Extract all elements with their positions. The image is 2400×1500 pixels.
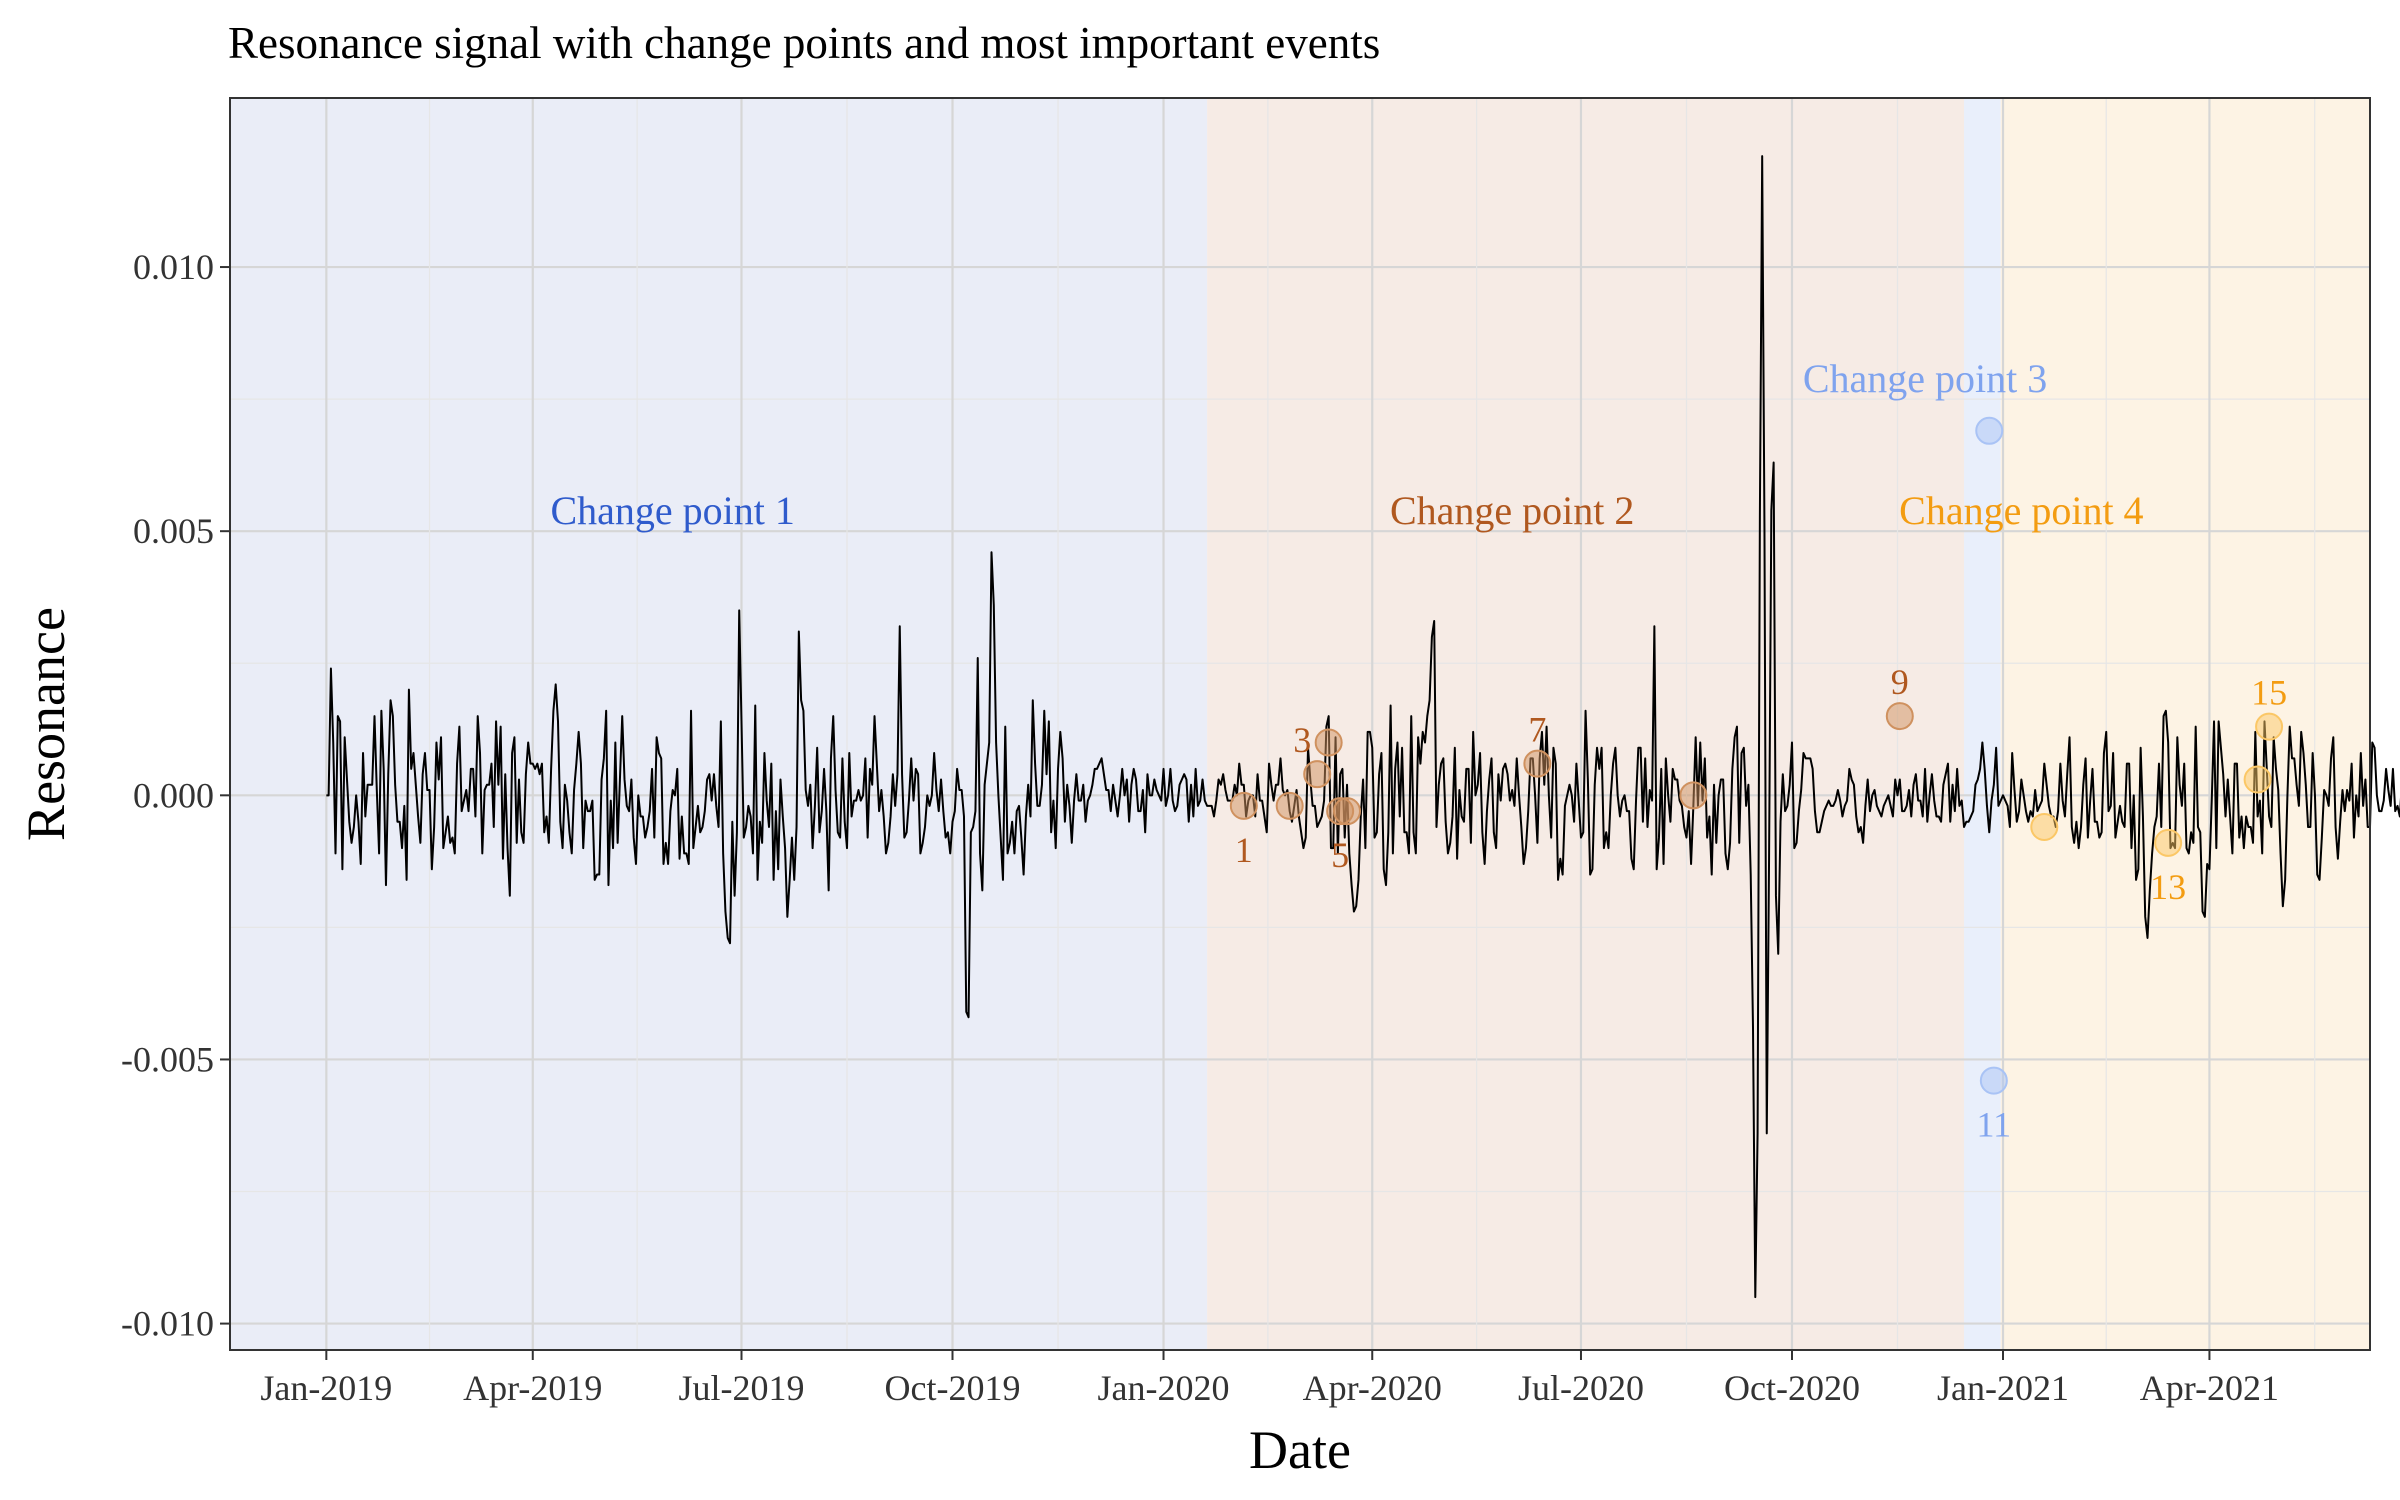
y-tick-label: 0.010 bbox=[133, 247, 214, 287]
x-tick-label: Jan-2020 bbox=[1098, 1368, 1230, 1408]
event-point bbox=[1333, 797, 1362, 826]
region-4 bbox=[2000, 98, 2370, 1350]
event-point bbox=[1275, 791, 1304, 820]
grid-lines bbox=[230, 98, 2370, 1350]
event-point bbox=[2255, 712, 2284, 741]
event-label: 9 bbox=[1891, 662, 1909, 702]
event-label: 13 bbox=[2150, 867, 2186, 907]
y-tick-label: 0.000 bbox=[133, 775, 214, 815]
y-tick-label: -0.010 bbox=[121, 1304, 214, 1344]
event-label: 7 bbox=[1528, 710, 1546, 750]
region-1 bbox=[230, 98, 1208, 1350]
event-label: 15 bbox=[2251, 673, 2287, 713]
event-point bbox=[1314, 728, 1343, 757]
resonance-line bbox=[326, 155, 2400, 1299]
y-tick-label: 0.005 bbox=[133, 511, 214, 551]
y-axis-title: Resonance bbox=[16, 607, 76, 841]
x-tick-label: Jan-2021 bbox=[1937, 1368, 2069, 1408]
x-axis-title: Date bbox=[1249, 1420, 1351, 1480]
x-tick-label: Apr-2020 bbox=[1303, 1368, 1442, 1408]
event-point bbox=[2154, 828, 2183, 857]
y-tick-label: -0.005 bbox=[121, 1039, 214, 1079]
event-label: 5 bbox=[1331, 835, 1349, 875]
chart-title: Resonance signal with change points and … bbox=[228, 18, 1380, 68]
event-point bbox=[1979, 1066, 2008, 1095]
event-label: 3 bbox=[1293, 720, 1311, 760]
plot-panel-border bbox=[229, 97, 2371, 1351]
region-label-1: Change point 1 bbox=[550, 488, 794, 533]
x-tick-label: Apr-2021 bbox=[2140, 1368, 2279, 1408]
x-tick-label: Apr-2019 bbox=[463, 1368, 602, 1408]
event-point bbox=[1975, 416, 2004, 445]
region-label-4: Change point 4 bbox=[1899, 488, 2143, 533]
region-labels: Change point 1 Change point 2 Change point… bbox=[550, 356, 2143, 533]
event-label: 11 bbox=[1977, 1105, 2012, 1145]
region-3 bbox=[1964, 98, 2001, 1350]
y-axis: -0.010 -0.005 0.000 0.005 0.010 bbox=[121, 247, 230, 1344]
event-point bbox=[1229, 791, 1258, 820]
event-point bbox=[1885, 702, 1914, 731]
event-point bbox=[1679, 781, 1708, 810]
event-point bbox=[1523, 749, 1552, 778]
event-point bbox=[1303, 760, 1332, 789]
event-point bbox=[2030, 813, 2059, 842]
region-label-2: Change point 2 bbox=[1390, 488, 1634, 533]
x-axis: Jan-2019 Apr-2019 Jul-2019 Oct-2019 Jan-2020… bbox=[260, 1350, 2279, 1408]
x-tick-label: Jan-2019 bbox=[260, 1368, 392, 1408]
x-tick-label: Oct-2019 bbox=[885, 1368, 1021, 1408]
event-point bbox=[2243, 765, 2272, 794]
x-tick-label: Jul-2019 bbox=[678, 1368, 804, 1408]
region-label-3: Change point 3 bbox=[1803, 356, 2047, 401]
event-label: 1 bbox=[1235, 830, 1253, 870]
x-tick-label: Jul-2020 bbox=[1518, 1368, 1644, 1408]
x-tick-label: Oct-2020 bbox=[1724, 1368, 1860, 1408]
series-layer bbox=[326, 155, 2400, 1299]
